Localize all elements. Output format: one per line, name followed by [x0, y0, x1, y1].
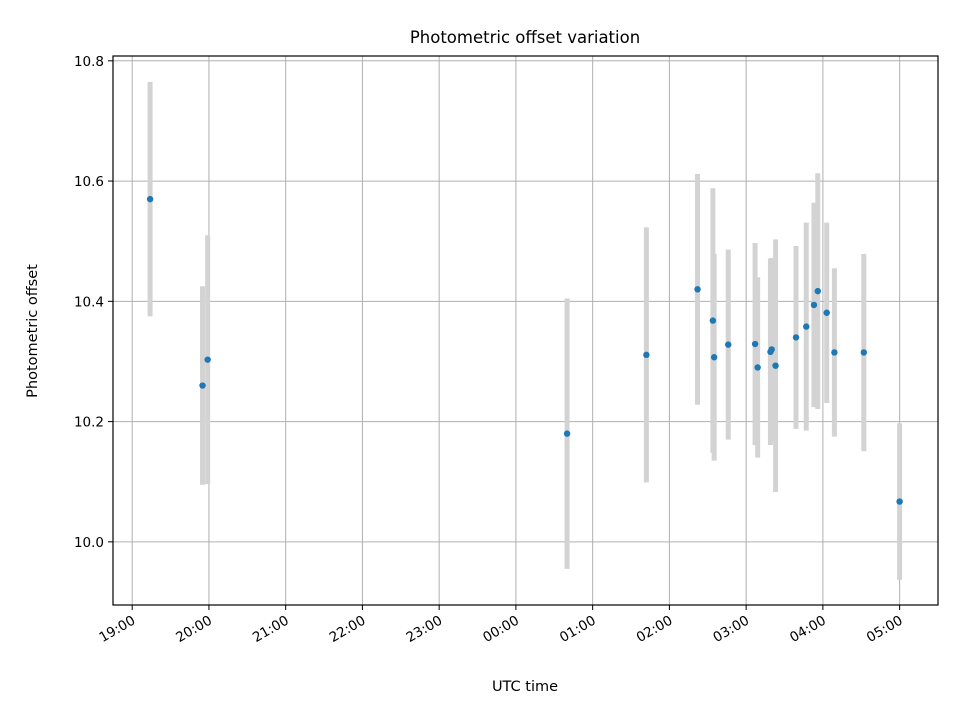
data-point: [831, 349, 838, 356]
chart-title: Photometric offset variation: [410, 28, 640, 47]
data-point: [709, 317, 717, 324]
data-point: [643, 351, 650, 359]
y-tick-label: 10.6: [74, 174, 104, 190]
data-point: [694, 286, 701, 293]
data-point: [199, 382, 206, 389]
data-point: [823, 309, 830, 316]
data-point: [725, 341, 732, 348]
data-point: [754, 364, 761, 371]
data-point: [896, 498, 903, 505]
data-point: [792, 334, 800, 341]
data-point: [814, 287, 821, 295]
data-point: [772, 362, 779, 369]
data-point: [710, 354, 718, 361]
data-point: [563, 430, 571, 437]
y-tick-label: 10.0: [74, 535, 104, 551]
data-points: [146, 195, 903, 505]
x-axis-title: UTC time: [492, 679, 558, 695]
plot-frame: [112, 55, 939, 606]
data-point: [810, 301, 818, 309]
y-tick-label: 10.4: [74, 294, 104, 310]
data-point: [768, 346, 775, 353]
data-point: [204, 356, 211, 363]
y-tick-label: 10.2: [74, 415, 104, 431]
data-point: [860, 349, 868, 356]
data-point: [146, 195, 154, 203]
data-point: [751, 340, 759, 348]
y-tick-label: 10.8: [74, 54, 104, 70]
data-point: [803, 323, 810, 330]
y-axis-title: Photometric offset: [25, 264, 41, 398]
